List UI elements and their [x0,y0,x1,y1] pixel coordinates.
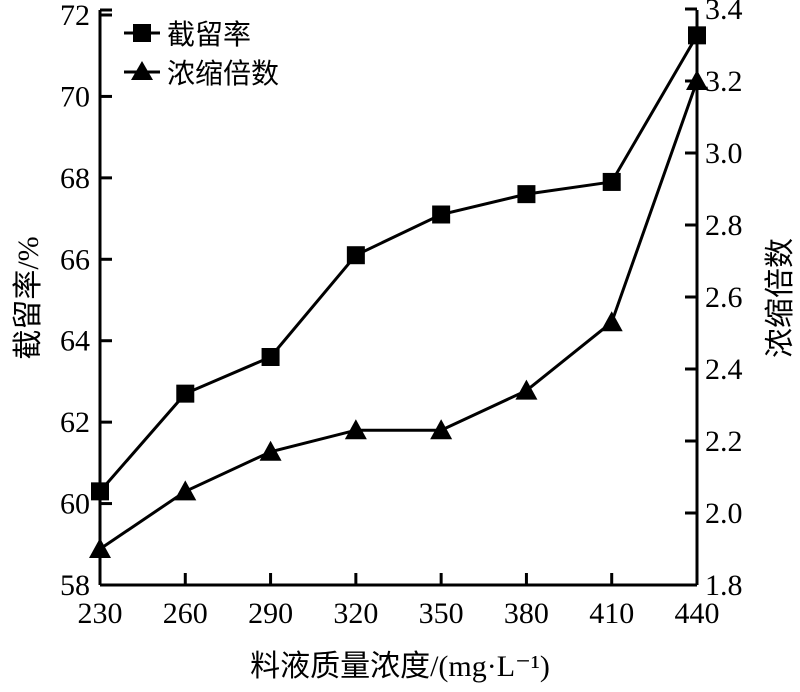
x-tick-label: 440 [675,597,720,630]
y-tick-label-left: 62 [60,406,90,439]
x-tick-label: 290 [248,597,293,630]
x-tick-label: 260 [163,597,208,630]
data-point-triangle [600,311,623,332]
x-tick-label: 230 [78,597,123,630]
legend-square-marker [133,24,151,42]
legend-triangle-marker [131,61,153,80]
data-point-triangle [515,379,538,400]
y-tick-label-left: 70 [60,80,90,113]
data-point-triangle [430,419,453,440]
series-line-retention [98,34,699,493]
y-tick-label-left: 66 [60,243,90,276]
data-point-square [688,26,706,45]
data-point-square [176,384,195,403]
data-point-triangle [259,440,282,461]
data-point-triangle [89,538,111,558]
x-axis-label: 料液质量浓度/(mg·L⁻¹) [250,650,550,683]
data-point-triangle [344,419,367,440]
y-tick-label-left: 58 [60,569,90,602]
y-tick-label-right: 3.4 [705,0,743,26]
series-group [89,26,708,558]
y-tick-label-right: 2.2 [705,425,743,458]
legend-label-retention: 截留率 [167,19,251,51]
legend: 截留率 浓缩倍数 [124,19,279,90]
x-tick-label: 380 [504,597,549,630]
x-tick-label: 350 [419,597,464,630]
y-tick-label-right: 2.0 [705,497,743,530]
y-tick-label-left: 60 [60,488,90,521]
data-point-triangle [174,480,197,501]
legend-label-concentration: 浓缩倍数 [167,58,279,90]
axes: 230 260 290 320 350 380 410 440 58 60 62 64 66 68 70 72… [60,0,743,630]
data-point-square [432,205,451,224]
y-tick-label-right: 2.8 [705,209,743,242]
y-tick-label-right: 1.8 [705,569,743,602]
data-point-square [261,348,280,366]
y-tick-label-right: 2.4 [705,353,743,386]
data-point-square [91,482,109,501]
data-point-square [602,172,621,191]
series-line-concentration [99,80,699,551]
y-tick-label-left: 68 [60,162,90,195]
y-tick-label-right: 2.6 [705,281,743,314]
y-tick-label-right: 3.2 [705,65,743,98]
y-axis-label-right: 浓缩倍数 [764,238,797,358]
data-point-square [517,185,536,204]
x-tick-label: 320 [333,597,378,630]
y-tick-label-left: 72 [60,0,90,32]
y-axis-label-left: 截留率/% [12,236,45,359]
data-point-triangle [686,70,708,90]
data-point-square [346,246,365,265]
y-tick-label-left: 64 [60,325,90,358]
x-tick-label: 410 [589,597,634,630]
y-tick-label-right: 3.0 [705,137,743,170]
